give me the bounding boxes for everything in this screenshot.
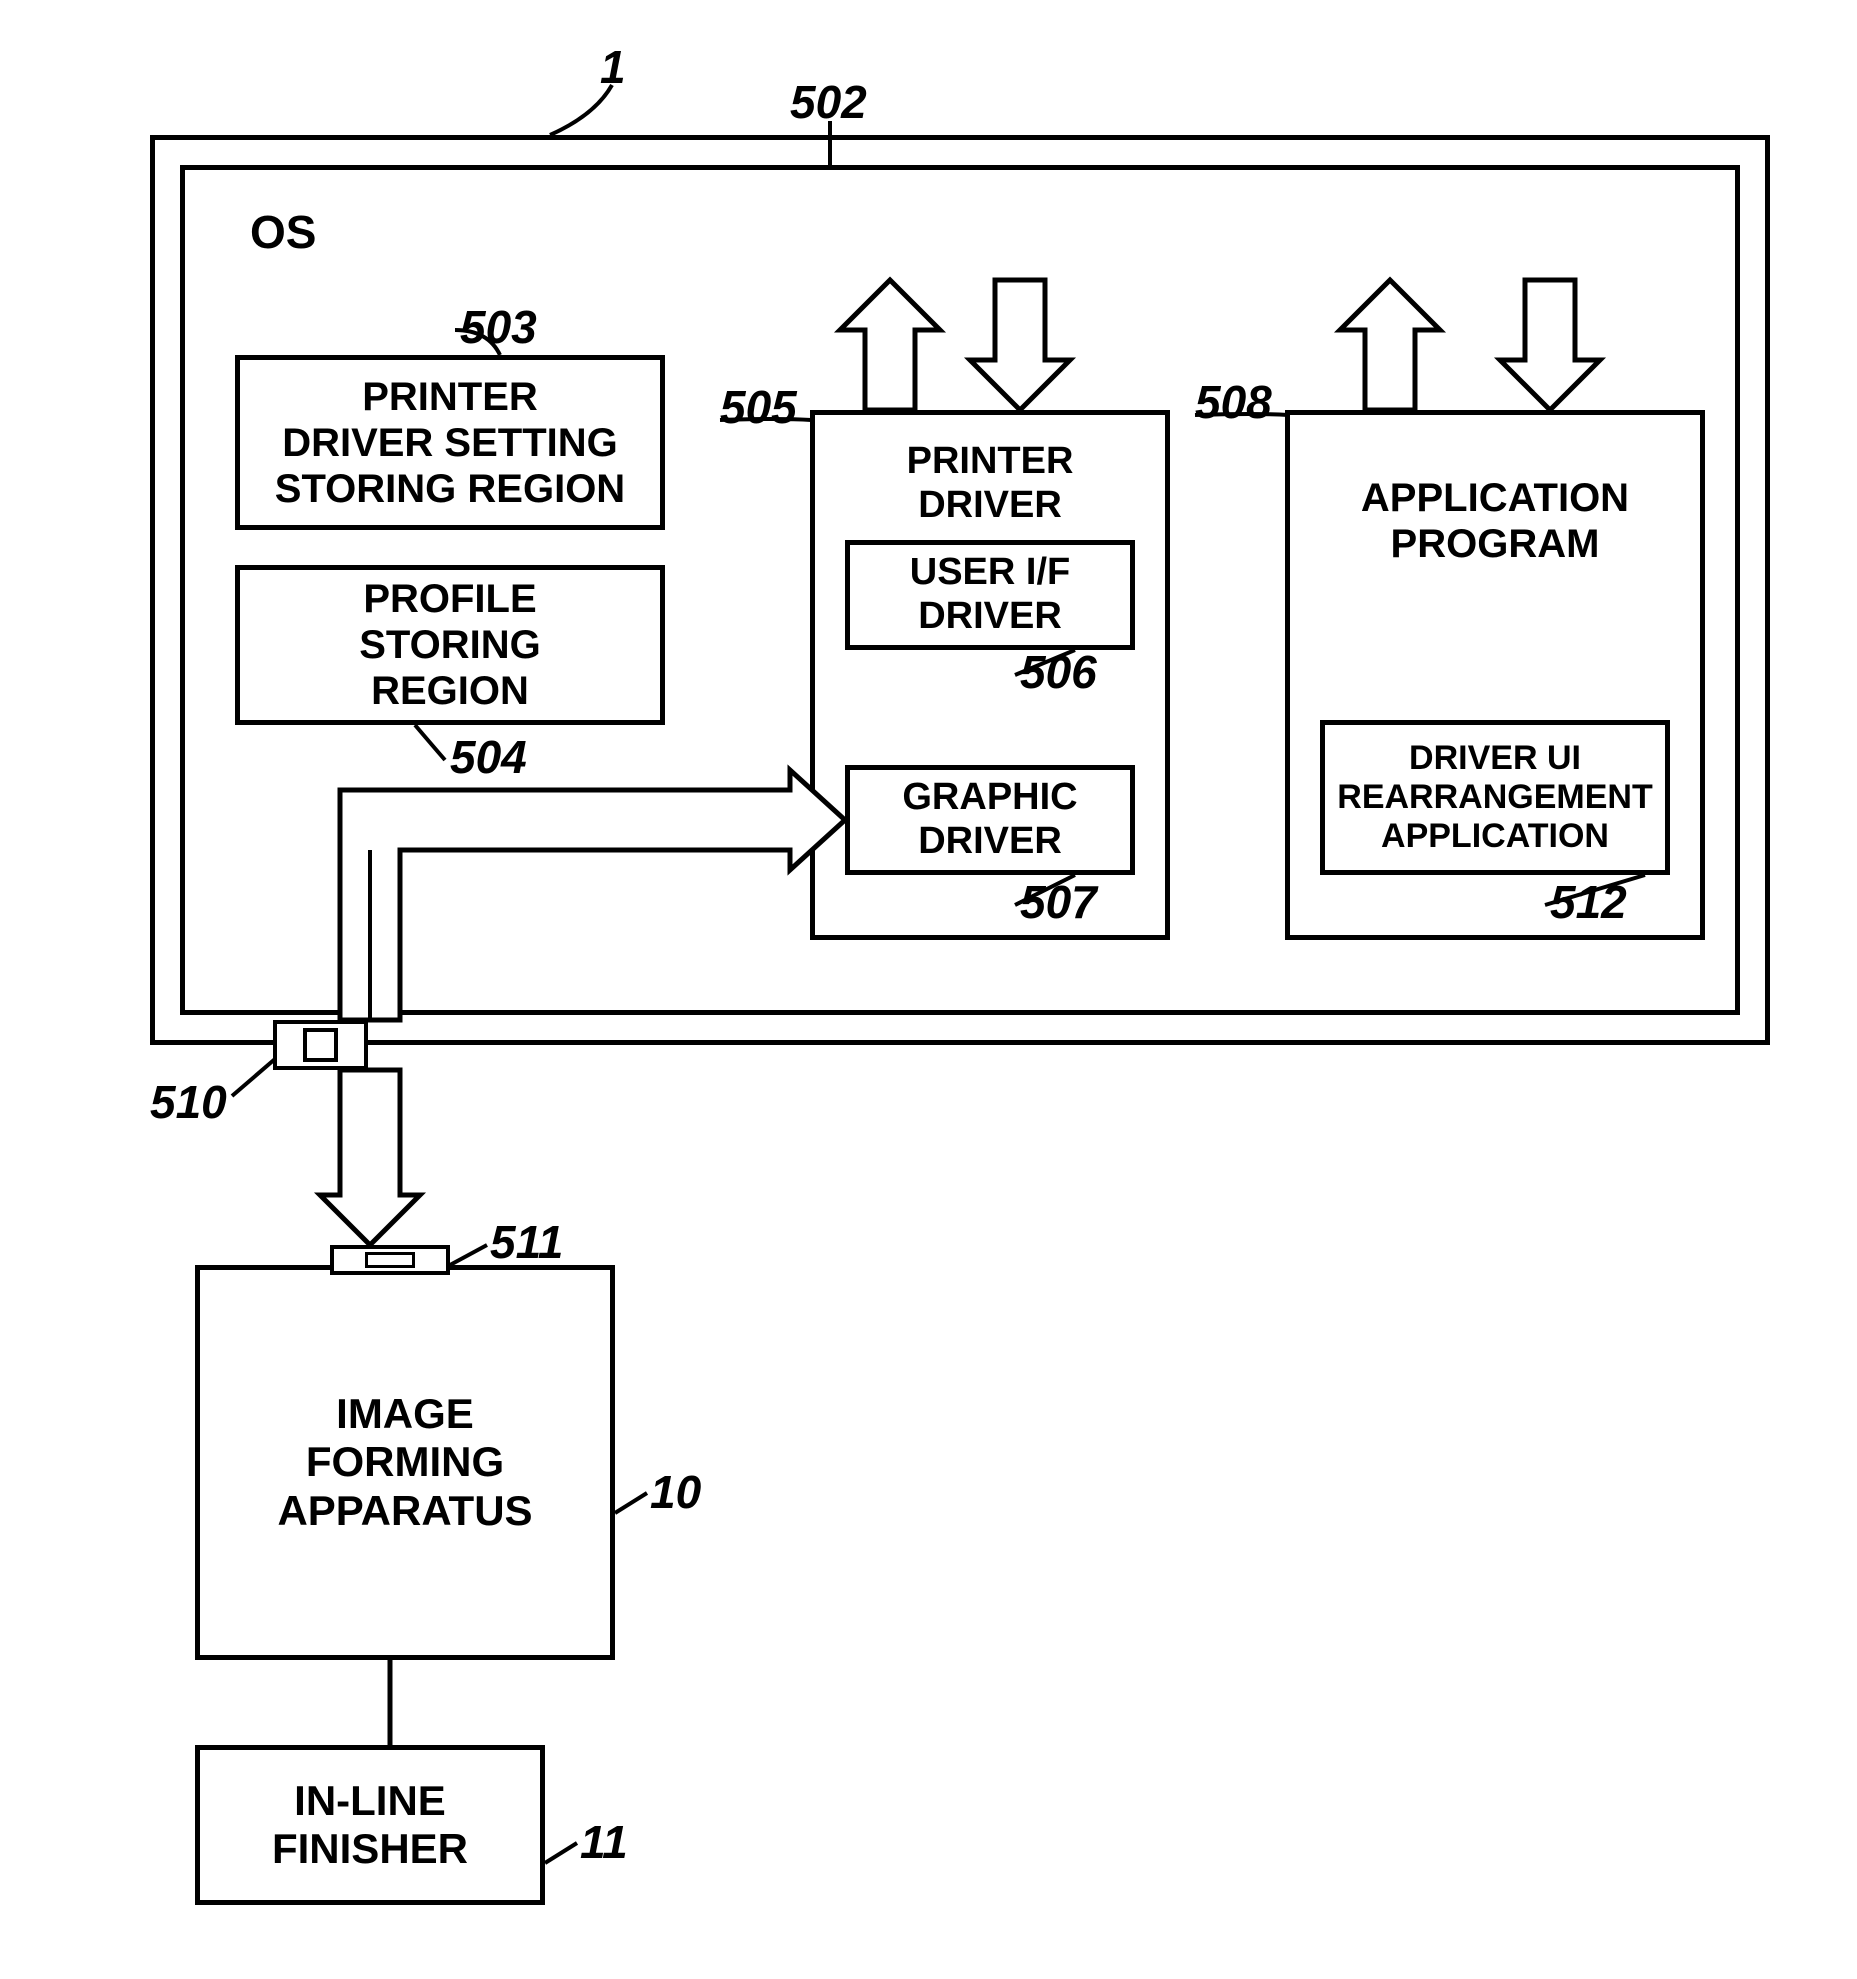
box-11-text: IN-LINEFINISHER	[272, 1777, 468, 1874]
port-510-inner	[303, 1028, 338, 1062]
driver-ui-rearrangement-application-box: DRIVER UIREARRANGEMENTAPPLICATION	[1320, 720, 1670, 875]
leader-10	[615, 1493, 647, 1513]
in-line-finisher-box: IN-LINEFINISHER	[195, 1745, 545, 1905]
label-504: 504	[450, 730, 527, 784]
box-503-text: PRINTERDRIVER SETTINGSTORING REGION	[275, 374, 625, 512]
label-510: 510	[150, 1075, 227, 1129]
leader-511	[450, 1245, 487, 1265]
profile-storing-region: PROFILESTORINGREGION	[235, 565, 665, 725]
image-forming-apparatus-box: IMAGEFORMINGAPPARATUS	[195, 1265, 615, 1660]
label-508: 508	[1195, 375, 1272, 429]
leader-510	[232, 1059, 275, 1096]
box-507-text: GRAPHICDRIVER	[902, 776, 1077, 863]
label-512: 512	[1550, 875, 1627, 929]
port-511-inner	[365, 1252, 415, 1268]
label-505: 505	[720, 380, 797, 434]
label-10: 10	[650, 1465, 701, 1519]
label-1: 1	[600, 40, 626, 94]
box-506-text: USER I/FDRIVER	[910, 551, 1070, 638]
diagram-canvas: OS PRINTERDRIVER SETTINGSTORING REGION P…	[20, 20, 1857, 1959]
graphic-driver-box: GRAPHICDRIVER	[845, 765, 1135, 875]
os-label: OS	[250, 205, 316, 259]
label-511: 511	[490, 1215, 563, 1269]
box-504-text: PROFILESTORINGREGION	[359, 576, 541, 714]
user-if-driver-box: USER I/FDRIVER	[845, 540, 1135, 650]
label-503: 503	[460, 300, 537, 354]
leader-11	[545, 1843, 577, 1863]
box-10-text: IMAGEFORMINGAPPARATUS	[277, 1390, 532, 1535]
box-508-label: APPLICATIONPROGRAM	[1361, 475, 1629, 567]
printer-driver-setting-storing-region: PRINTERDRIVER SETTINGSTORING REGION	[235, 355, 665, 530]
box-512-text: DRIVER UIREARRANGEMENTAPPLICATION	[1337, 739, 1652, 856]
label-506: 506	[1020, 645, 1097, 699]
box-505-label: PRINTERDRIVER	[907, 440, 1074, 527]
label-11: 11	[580, 1815, 628, 1869]
label-502: 502	[790, 75, 867, 129]
label-507: 507	[1020, 875, 1097, 929]
arrow-510-to-511-down	[320, 1070, 420, 1245]
